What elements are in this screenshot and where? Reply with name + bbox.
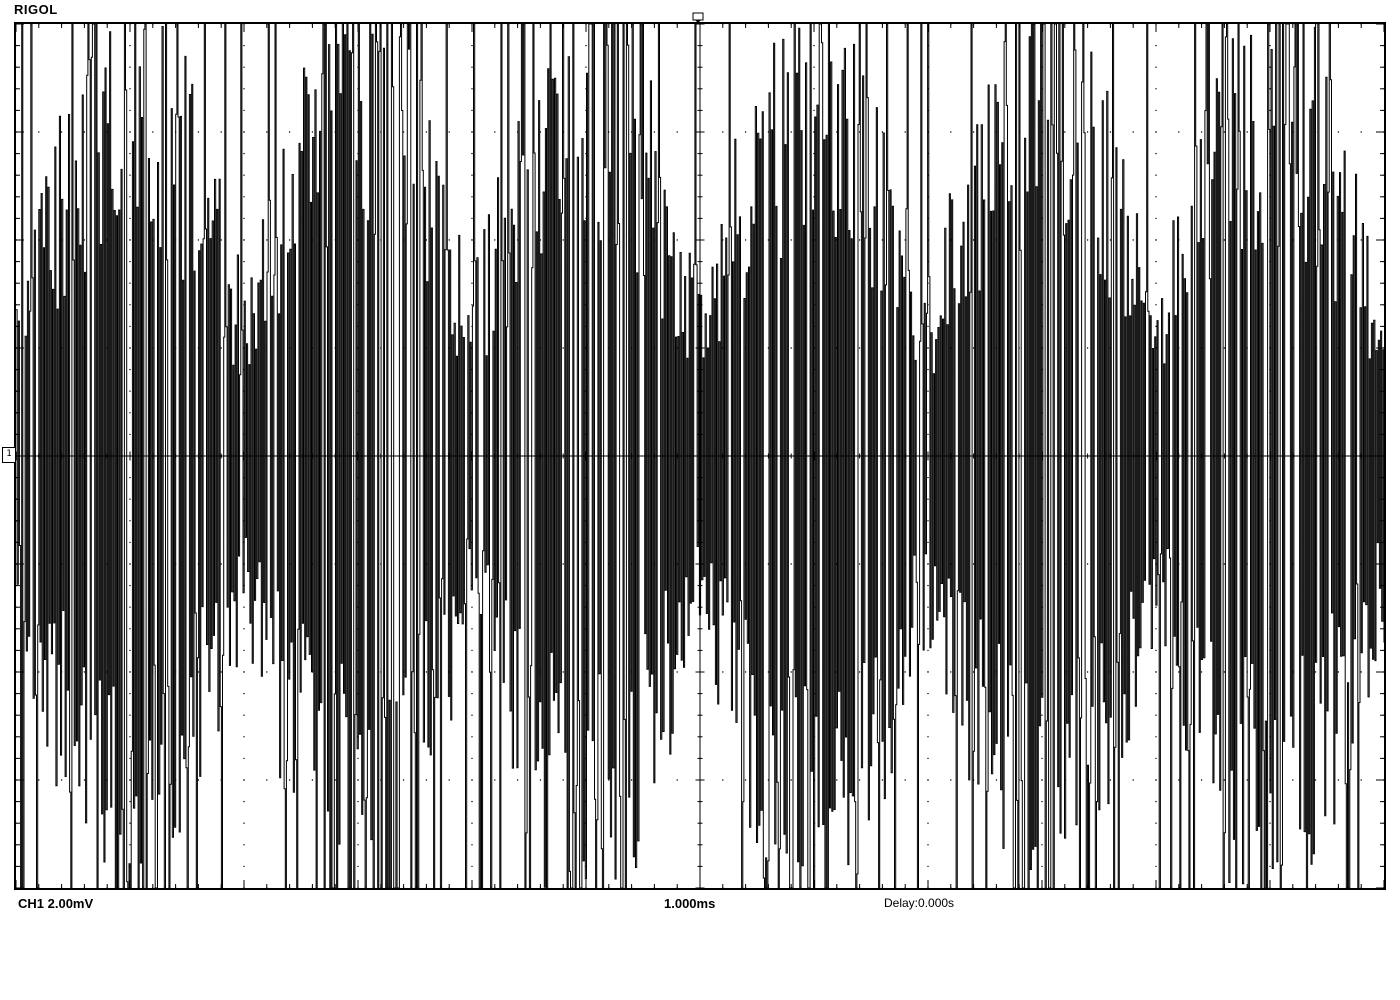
trigger-position-marker	[692, 12, 704, 24]
scope-svg	[16, 24, 1384, 888]
status-bar: CH1 2.00mV 1.000ms Delay:0.000s	[14, 896, 1386, 916]
oscilloscope-screenshot: RIGOL 1 CH1 2.00mV 1.000ms Delay:0.000s	[0, 0, 1400, 1000]
status-delay: Delay:0.000s	[884, 896, 954, 910]
scope-display	[14, 22, 1386, 890]
brand-label: RIGOL	[14, 2, 58, 17]
channel-ground-marker: 1	[2, 447, 16, 463]
status-channel: CH1 2.00mV	[18, 896, 93, 911]
status-timebase: 1.000ms	[664, 896, 715, 911]
